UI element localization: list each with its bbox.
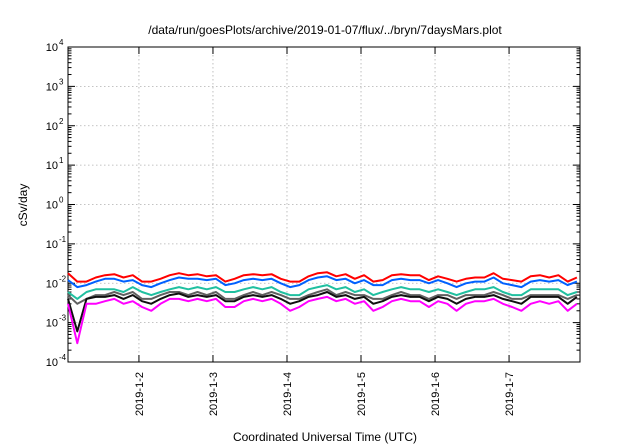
y-tick-label: 10 — [46, 42, 58, 54]
y-tick-exponent: 2 — [59, 117, 64, 126]
y-axis-label: cSv/day — [16, 184, 30, 227]
y-tick-label: 10 — [46, 239, 58, 251]
y-tick-label: 10 — [46, 121, 58, 133]
y-tick-exponent: 3 — [59, 77, 64, 86]
series-line-2 — [67, 275, 578, 289]
y-tick-label: 10 — [46, 318, 58, 330]
y-tick-label: 10 — [46, 278, 58, 290]
series-line-1 — [67, 271, 578, 283]
y-tick-label: 10 — [46, 81, 58, 93]
x-tick-label: 2019-1-4 — [282, 372, 294, 416]
x-tick-label: 2019-1-5 — [356, 372, 368, 416]
y-tick-exponent: -1 — [59, 235, 67, 244]
x-axis: 2019-1-2 2019-1-3 2019-1-4 2019-1-5 2019-1-6… — [134, 47, 516, 416]
y-tick-exponent: 4 — [59, 38, 64, 47]
y-tick-exponent: -3 — [59, 314, 67, 323]
y-tick-exponent: -4 — [59, 353, 67, 362]
y-tick-label: 10 — [46, 357, 58, 369]
y-tick-exponent: 1 — [59, 156, 64, 165]
y-tick-exponent: 0 — [59, 196, 64, 205]
x-tick-label: 2019-1-6 — [430, 372, 442, 416]
y-tick-label: 10 — [46, 160, 58, 172]
series-group — [67, 271, 578, 345]
x-axis-label: Coordinated Universal Time (UTC) — [233, 430, 417, 444]
y-tick-label: 10 — [46, 200, 58, 212]
series-line-4 — [67, 288, 578, 305]
grid — [68, 47, 580, 362]
series-line-6 — [67, 295, 578, 345]
series-line-3 — [67, 284, 578, 300]
x-tick-label: 2019-1-2 — [134, 372, 146, 416]
series-line-5 — [67, 291, 578, 333]
y-tick-exponent: -2 — [59, 274, 67, 283]
x-tick-label: 2019-1-3 — [208, 372, 220, 416]
chart-title: /data/run/goesPlots/archive/2019-01-07/f… — [148, 23, 502, 37]
x-tick-label: 2019-1-7 — [504, 372, 516, 416]
